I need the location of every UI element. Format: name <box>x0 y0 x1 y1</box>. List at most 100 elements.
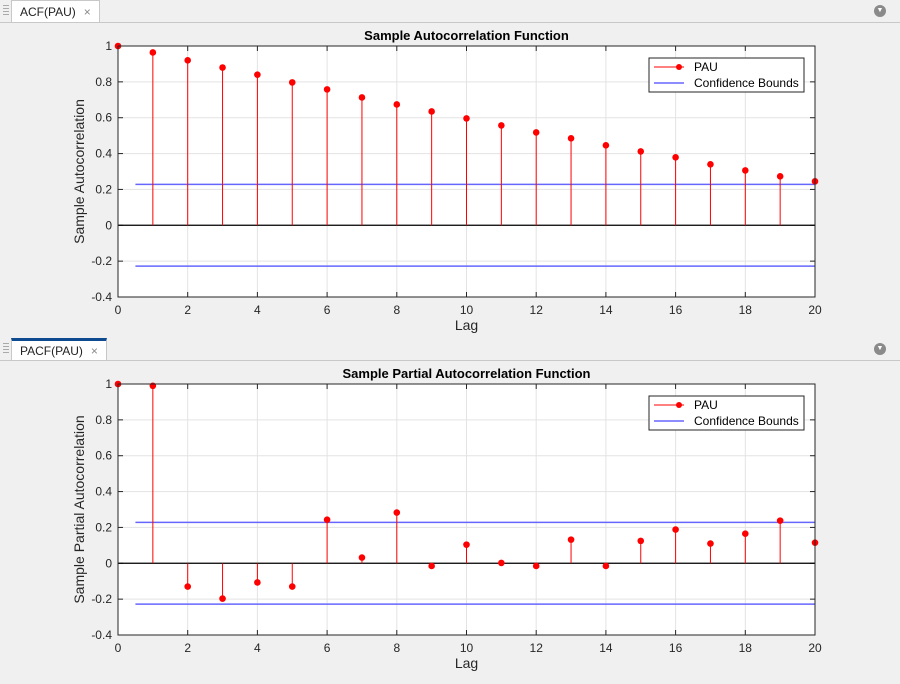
y-tick-label: 0.2 <box>95 520 112 534</box>
stem-marker <box>532 562 540 570</box>
y-axis-label: Sample Autocorrelation <box>71 99 87 244</box>
x-tick-label: 6 <box>324 641 331 655</box>
stem-marker <box>567 536 575 543</box>
x-tick-label: 14 <box>599 303 613 317</box>
chart-title: Sample Partial Autocorrelation Function <box>343 366 591 381</box>
stem-marker <box>567 135 575 142</box>
x-tick-label: 8 <box>393 303 400 317</box>
y-tick-label: 0 <box>105 556 112 570</box>
stem-marker <box>149 49 157 56</box>
x-tick-label: 6 <box>324 303 331 317</box>
y-tick-label: -0.2 <box>91 592 112 606</box>
legend-label: PAU <box>694 60 718 74</box>
x-tick-label: 0 <box>115 641 122 655</box>
stem-marker <box>707 540 714 547</box>
tab-label: ACF(PAU) <box>20 4 76 19</box>
tab-acf[interactable]: ACF(PAU) × <box>11 0 100 22</box>
x-tick-label: 0 <box>115 303 122 317</box>
y-tick-label: 1 <box>105 39 112 53</box>
stem-marker <box>498 122 505 129</box>
stem-marker <box>463 541 470 548</box>
legend-swatch-marker <box>676 64 682 70</box>
stem-marker <box>498 559 505 567</box>
collapse-panel-icon[interactable]: ▼ <box>874 343 886 355</box>
stem-marker <box>707 161 714 168</box>
y-axis-label: Sample Partial Autocorrelation <box>71 415 87 603</box>
x-tick-label: 12 <box>530 641 544 655</box>
axes-box <box>117 45 816 298</box>
x-tick-label: 10 <box>460 641 474 655</box>
x-tick-label: 18 <box>739 303 753 317</box>
stem-marker <box>288 583 296 590</box>
legend-box <box>648 395 805 431</box>
legend-label: Confidence Bounds <box>694 76 799 90</box>
chart-title: Sample Autocorrelation Function <box>364 28 569 43</box>
legend-label: Confidence Bounds <box>694 414 799 428</box>
close-icon[interactable]: × <box>90 343 98 358</box>
stem-marker <box>672 526 679 533</box>
y-tick-label: 0.4 <box>95 485 112 499</box>
stem-marker <box>288 79 296 86</box>
y-tick-label: 1 <box>105 377 112 391</box>
y-tick-label: -0.4 <box>91 628 112 642</box>
stem-marker <box>637 537 645 545</box>
collapse-panel-icon[interactable]: ▼ <box>874 5 886 17</box>
x-tick-label: 12 <box>530 303 544 317</box>
stem-marker <box>358 94 366 101</box>
stem-marker <box>149 382 157 390</box>
stem-marker <box>672 154 679 161</box>
x-tick-label: 8 <box>393 641 400 655</box>
stem-marker <box>776 517 784 524</box>
stem-marker <box>254 579 261 586</box>
y-tick-label: 0.6 <box>95 111 112 125</box>
x-tick-label: 4 <box>254 303 261 317</box>
legend: PAU Confidence Bounds <box>648 395 805 431</box>
pacf-panel: 0 2 4 6 8 10 12 14 16 18 20 -0.4 -0.2 0 0.2 0.4 0.6 0.8 1 S… <box>0 361 900 679</box>
stem-marker <box>532 129 540 136</box>
y-tick-label: 0 <box>105 218 112 232</box>
stem-marker <box>254 71 261 78</box>
x-tick-label: 16 <box>669 303 683 317</box>
x-tick-label: 20 <box>808 303 822 317</box>
stem-marker <box>463 115 470 122</box>
pacf-tabbar: PACF(PAU) × ▼ <box>0 338 900 361</box>
legend-label: PAU <box>694 398 718 412</box>
stem-marker <box>323 86 331 93</box>
x-axis-label: Lag <box>455 655 478 671</box>
x-tick-label: 14 <box>599 641 613 655</box>
y-tick-label: -0.2 <box>91 254 112 268</box>
acf-chart: 0 2 4 6 8 10 12 14 16 18 20 -0.4 -0.2 0 0.2 0.4 0.6 0.8 1 S… <box>71 28 822 333</box>
stem-marker <box>184 583 191 590</box>
acf-panel: 0 2 4 6 8 10 12 14 16 18 20 -0.4 -0.2 0 0.2 0.4 0.6 0.8 1 S… <box>0 23 900 337</box>
x-tick-label: 18 <box>739 641 753 655</box>
stem-marker <box>602 142 610 149</box>
x-tick-label: 16 <box>669 641 683 655</box>
stem-marker <box>393 101 401 108</box>
x-tick-label: 2 <box>184 303 191 317</box>
tab-label: PACF(PAU) <box>20 343 83 358</box>
stem-marker <box>602 562 610 570</box>
stem-marker <box>219 595 226 602</box>
stem-marker <box>184 57 191 64</box>
drag-grip-icon[interactable] <box>3 343 9 355</box>
stem-marker <box>428 562 435 570</box>
y-tick-label: 0.6 <box>95 449 112 463</box>
legend: PAU Confidence Bounds <box>648 57 805 93</box>
drag-grip-icon[interactable] <box>3 5 9 17</box>
x-tick-label: 10 <box>460 303 474 317</box>
stem-marker <box>219 64 226 71</box>
x-tick-label: 20 <box>808 641 822 655</box>
stem-marker <box>393 509 401 516</box>
x-tick-label: 2 <box>184 641 191 655</box>
close-icon[interactable]: × <box>83 4 91 19</box>
y-tick-label: 0.2 <box>95 182 112 196</box>
y-tick-label: 0.4 <box>95 147 112 161</box>
stem-marker <box>776 173 784 180</box>
stem-marker <box>742 530 749 538</box>
tab-pacf[interactable]: PACF(PAU) × <box>11 338 107 360</box>
x-axis-label: Lag <box>455 317 478 333</box>
y-tick-label: 0.8 <box>95 413 112 427</box>
y-tick-label: 0.8 <box>95 75 112 89</box>
stem-marker <box>637 148 645 155</box>
stem-marker <box>428 108 435 115</box>
